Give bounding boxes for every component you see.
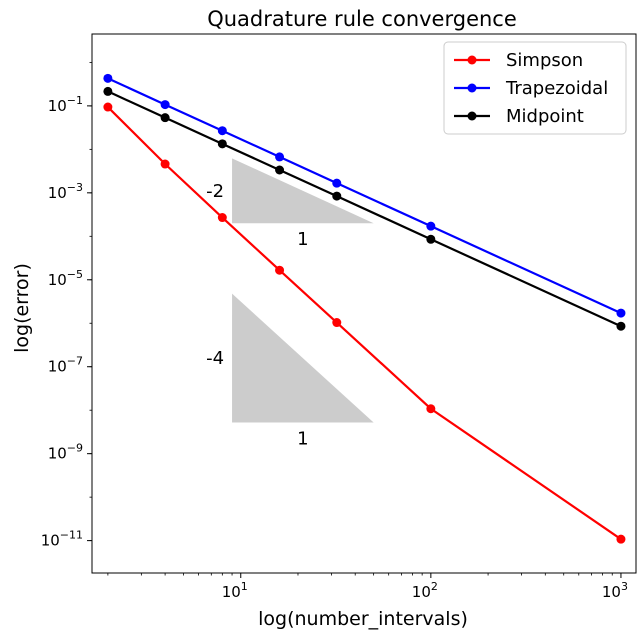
y-tick-label: 10−9	[48, 442, 83, 463]
midpoint-point	[275, 165, 285, 175]
run-label-2: 1	[297, 429, 308, 450]
slope-triangle-1	[232, 158, 374, 224]
trapezoidal-point	[217, 126, 227, 136]
simpson-point	[616, 534, 626, 544]
y-axis-label: log(error)	[11, 263, 33, 353]
simpson-point	[103, 102, 113, 112]
midpoint-point	[616, 321, 626, 331]
trapezoidal-point	[332, 178, 342, 188]
midpoint-point	[217, 139, 227, 149]
axis-ticks: 101 102 103 10−1 10−3 10−5 10−7 10−9 10−11	[41, 61, 628, 601]
series-layer	[103, 73, 626, 544]
x-tick-label: 101	[222, 580, 248, 601]
midpoint-point	[160, 113, 170, 123]
trapezoidal-point	[275, 152, 285, 162]
chart-title: Quadrature rule convergence	[207, 7, 517, 31]
slope-label-1: -2	[206, 181, 224, 202]
y-tick-label: 10−3	[48, 181, 83, 202]
legend: Simpson Trapezoidal Midpoint	[443, 41, 627, 135]
legend-marker-trapezoidal	[467, 83, 477, 93]
trapezoidal-point	[160, 100, 170, 110]
simpson-point	[332, 318, 342, 328]
plot-frame	[91, 33, 637, 574]
legend-marker-midpoint	[467, 111, 477, 121]
x-axis-label: log(number_intervals)	[258, 608, 468, 630]
y-tick-label: 10−1	[48, 94, 83, 115]
y-tick-label: 10−5	[48, 268, 83, 289]
simpson-point	[275, 265, 285, 275]
x-tick-label: 103	[602, 580, 628, 601]
simpson-point	[160, 159, 170, 169]
midpoint-point	[426, 234, 436, 244]
trapezoidal-point	[426, 221, 436, 231]
legend-label-midpoint: Midpoint	[506, 106, 584, 127]
simpson-point	[426, 404, 436, 414]
simpson-line	[107, 106, 622, 541]
legend-label-simpson: Simpson	[506, 50, 583, 71]
y-tick-label: 10−11	[41, 529, 83, 550]
slope-label-2: -4	[206, 348, 224, 369]
y-tick-label: 10−7	[48, 355, 83, 376]
trapezoidal-point	[103, 73, 113, 83]
midpoint-point	[332, 191, 342, 201]
slope-triangle-2	[232, 293, 374, 423]
legend-box	[443, 41, 627, 135]
slope-annotations: -2 1 -4 1	[206, 158, 374, 450]
simpson-point	[217, 213, 227, 223]
run-label-1: 1	[297, 229, 308, 250]
legend-label-trapezoidal: Trapezoidal	[505, 78, 608, 99]
trapezoidal-point	[616, 308, 626, 318]
midpoint-point	[103, 86, 113, 96]
legend-marker-simpson	[467, 55, 477, 65]
x-tick-label: 102	[412, 580, 438, 601]
